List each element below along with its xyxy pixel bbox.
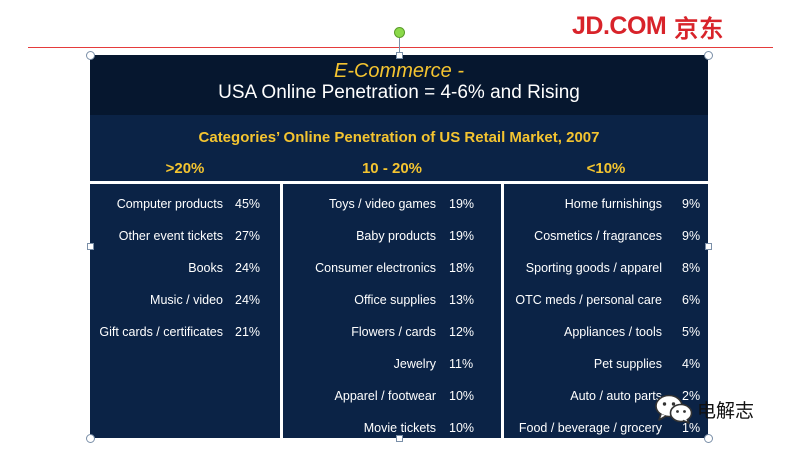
column-header-low: <10% <box>586 160 626 177</box>
resize-handle-right[interactable] <box>705 243 712 250</box>
category-label: Sporting goods / apparel <box>525 261 662 275</box>
category-label: Gift cards / certificates <box>99 325 223 339</box>
table-row: Home furnishings 9% <box>90 195 708 213</box>
category-label: Appliances / tools <box>564 325 662 339</box>
resize-handle-bottom[interactable] <box>396 435 403 442</box>
category-label: Toys / video games <box>329 197 436 211</box>
category-label: Apparel / footwear <box>334 389 436 403</box>
category-label: Pet supplies <box>593 357 662 371</box>
penetration-value: 8% <box>682 261 701 275</box>
table-row: Other event tickets 27% <box>90 227 708 245</box>
resize-handle-top-left[interactable] <box>86 51 95 60</box>
penetration-value: 9% <box>682 229 701 243</box>
slide-title: E-Commerce - <box>333 60 464 82</box>
category-label: Office supplies <box>354 293 436 307</box>
wechat-icon <box>655 394 693 424</box>
penetration-value: 6% <box>682 293 701 307</box>
category-label: Flowers / cards <box>351 325 436 339</box>
penetration-value: 4% <box>682 357 701 371</box>
category-label: Baby products <box>356 229 436 243</box>
column-header-mid: 10 - 20% <box>361 160 423 177</box>
penetration-value: 19% <box>449 229 475 243</box>
watermark: 电解志 <box>655 394 754 424</box>
penetration-value: 24% <box>235 293 261 307</box>
penetration-value: 2% <box>682 389 701 403</box>
resize-handle-top-right[interactable] <box>704 51 713 60</box>
category-label: Books <box>188 261 223 275</box>
table-row: Computer products 45% <box>90 195 708 213</box>
header-rule <box>90 181 708 184</box>
brand-name: JD.COM <box>572 11 667 40</box>
table-row: Movie tickets 10% <box>90 419 708 437</box>
category-label: Food / beverage / grocery <box>518 421 662 435</box>
table-row: Books 24% <box>90 259 708 277</box>
penetration-value: 12% <box>449 325 475 339</box>
header-divider <box>28 47 773 48</box>
penetration-value: 5% <box>682 325 701 339</box>
column-divider-1 <box>280 181 283 438</box>
category-label: Computer products <box>116 197 223 211</box>
category-label: Consumer electronics <box>315 261 436 275</box>
penetration-value: 13% <box>449 293 475 307</box>
table-row: Gift cards / certificates 21% <box>90 323 708 341</box>
jd-logo: JD.COM 京东 <box>572 10 725 43</box>
column-divider-2 <box>501 181 504 438</box>
category-label: Music / video <box>150 293 223 307</box>
table-row: Baby products 19% <box>90 227 708 245</box>
table-row: OTC meds / personal care 6% <box>90 291 708 309</box>
category-label: Jewelry <box>393 357 436 371</box>
table-row: Food / beverage / grocery 1% <box>90 419 708 437</box>
table-row: Appliances / tools 5% <box>90 323 708 341</box>
category-label: Other event tickets <box>118 229 223 243</box>
penetration-value: 19% <box>449 197 475 211</box>
table-row: Cosmetics / fragrances 9% <box>90 227 708 245</box>
category-label: Home furnishings <box>564 197 662 211</box>
resize-handle-bottom-right[interactable] <box>704 434 713 443</box>
table-row: Apparel / footwear 10% <box>90 387 708 405</box>
table-row: Sporting goods / apparel 8% <box>90 259 708 277</box>
penetration-value: 10% <box>449 389 475 403</box>
penetration-value: 45% <box>235 197 261 211</box>
penetration-value: 9% <box>682 197 701 211</box>
category-label: Cosmetics / fragrances <box>534 229 662 243</box>
penetration-value: 10% <box>449 421 475 435</box>
penetration-value: 18% <box>449 261 475 275</box>
resize-handle-bottom-left[interactable] <box>86 434 95 443</box>
category-label: OTC meds / personal care <box>515 293 662 307</box>
table-row: Jewelry 11% <box>90 355 708 373</box>
table-row: Toys / video games 19% <box>90 195 708 213</box>
title-box: E-Commerce - USA Online Penetration = 4-… <box>90 55 708 115</box>
category-label: Auto / auto parts <box>570 389 662 403</box>
penetration-value: 21% <box>235 325 261 339</box>
brand-name-cn: 京东 <box>674 15 725 43</box>
penetration-value: 24% <box>235 261 261 275</box>
penetration-value: 27% <box>235 229 261 243</box>
table-row: Flowers / cards 12% <box>90 323 708 341</box>
table-row: Music / video 24% <box>90 291 708 309</box>
slide-subtitle-line: USA Online Penetration = 4-6% and Rising <box>218 82 580 103</box>
category-label: Movie tickets <box>363 421 436 435</box>
penetration-value: 1% <box>682 421 701 435</box>
column-header-high: >20% <box>165 160 205 177</box>
rotation-handle-stem <box>399 36 400 54</box>
rotation-handle[interactable] <box>394 27 405 38</box>
table-title: Categories’ Online Penetration of US Ret… <box>198 129 600 146</box>
table-row: Office supplies 13% <box>90 291 708 309</box>
resize-handle-top[interactable] <box>396 52 403 59</box>
table-row: Pet supplies 4% <box>90 355 708 373</box>
resize-handle-left[interactable] <box>87 243 94 250</box>
penetration-value: 11% <box>449 357 474 371</box>
table-row: Consumer electronics 18% <box>90 259 708 277</box>
watermark-text: 电解志 <box>697 400 755 422</box>
table-row: Auto / auto parts 2% <box>90 387 708 405</box>
slide-image[interactable]: E-Commerce - USA Online Penetration = 4-… <box>90 55 708 438</box>
